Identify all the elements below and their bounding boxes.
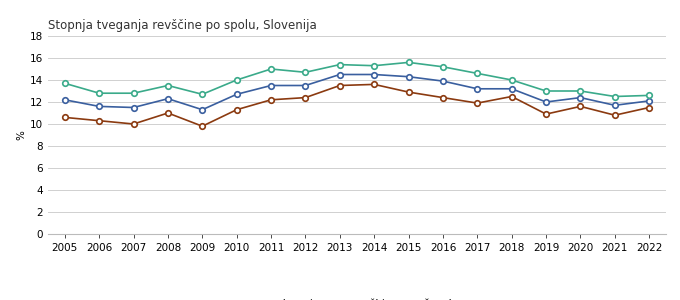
skupaj <box>267 84 275 87</box>
ženske <box>61 82 69 85</box>
ženske <box>405 61 413 64</box>
moški <box>542 112 550 116</box>
ženske <box>199 92 207 96</box>
moški <box>611 113 619 117</box>
skupaj <box>301 84 309 87</box>
ženske <box>439 65 447 69</box>
skupaj <box>129 106 137 109</box>
ženske <box>542 89 550 93</box>
skupaj <box>61 98 69 102</box>
skupaj <box>336 73 344 76</box>
skupaj <box>439 79 447 83</box>
moški <box>61 116 69 119</box>
moški <box>267 98 275 102</box>
moški <box>164 111 172 115</box>
ženske <box>645 94 653 97</box>
Y-axis label: %: % <box>17 130 27 140</box>
skupaj <box>164 97 172 101</box>
ženske <box>611 95 619 98</box>
skupaj <box>199 108 207 112</box>
Line: moški: moški <box>62 82 652 129</box>
moški <box>95 119 103 122</box>
moški <box>577 105 585 108</box>
ženske <box>370 64 378 68</box>
skupaj <box>645 99 653 103</box>
moški <box>233 108 241 112</box>
moški <box>405 90 413 94</box>
ženske <box>336 63 344 66</box>
moški <box>336 84 344 87</box>
ženske <box>508 78 516 82</box>
moški <box>508 95 516 98</box>
moški <box>473 101 481 105</box>
skupaj <box>542 100 550 104</box>
moški <box>370 82 378 86</box>
Text: Stopnja tveganja revščine po spolu, Slovenija: Stopnja tveganja revščine po spolu, Slov… <box>48 19 316 32</box>
Line: ženske: ženske <box>62 60 652 99</box>
ženske <box>577 89 585 93</box>
skupaj <box>473 87 481 91</box>
skupaj <box>370 73 378 76</box>
ženske <box>301 70 309 74</box>
skupaj <box>233 92 241 96</box>
moški <box>199 124 207 128</box>
moški <box>645 106 653 109</box>
ženske <box>233 78 241 82</box>
ženske <box>473 72 481 75</box>
skupaj <box>405 75 413 79</box>
moški <box>301 96 309 99</box>
skupaj <box>95 105 103 108</box>
skupaj <box>577 96 585 99</box>
ženske <box>95 92 103 95</box>
moški <box>129 122 137 126</box>
ženske <box>164 84 172 87</box>
skupaj <box>611 103 619 107</box>
Legend: skupaj, moški, ženske: skupaj, moški, ženske <box>247 295 467 300</box>
ženske <box>129 92 137 95</box>
skupaj <box>508 87 516 91</box>
Line: skupaj: skupaj <box>62 72 652 112</box>
ženske <box>267 67 275 71</box>
moški <box>439 96 447 99</box>
